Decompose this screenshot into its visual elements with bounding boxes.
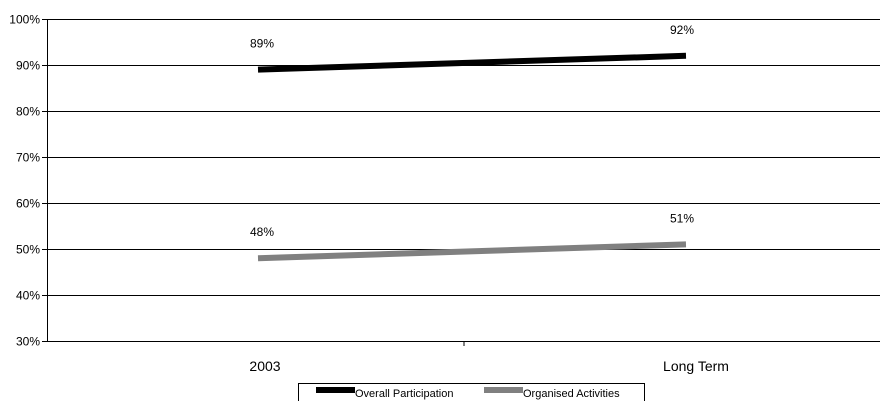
data-label: 51% bbox=[670, 211, 694, 225]
data-labels: 89% 92% 48% 51% bbox=[250, 23, 694, 239]
y-tick-label: 70% bbox=[16, 151, 40, 165]
legend-box bbox=[298, 383, 645, 401]
legend: Overall Participation Organised Activitie… bbox=[298, 383, 645, 401]
y-tick-label: 50% bbox=[16, 243, 40, 257]
y-axis-tick-labels: 30% 40% 50% 60% 70% 80% 90% 100% bbox=[9, 13, 40, 349]
x-category-label: Long Term bbox=[663, 358, 729, 374]
data-label: 48% bbox=[250, 225, 274, 239]
x-category-label: 2003 bbox=[249, 358, 280, 374]
legend-label: Organised Activities bbox=[523, 388, 620, 400]
y-tick-label: 60% bbox=[16, 197, 40, 211]
data-label: 92% bbox=[670, 23, 694, 37]
series-line-overall-participation bbox=[257, 52, 687, 73]
y-tick-label: 80% bbox=[16, 105, 40, 119]
y-tick-label: 30% bbox=[16, 335, 40, 349]
series-lines bbox=[257, 52, 687, 262]
y-tick-label: 90% bbox=[16, 59, 40, 73]
series-line-organised-activities bbox=[257, 241, 687, 262]
data-label: 89% bbox=[250, 37, 274, 51]
x-axis-category-labels: 2003 Long Term bbox=[249, 358, 729, 374]
axes bbox=[42, 19, 880, 346]
legend-label: Overall Participation bbox=[355, 388, 453, 400]
y-tick-label: 40% bbox=[16, 289, 40, 303]
y-tick-label: 100% bbox=[9, 13, 40, 27]
